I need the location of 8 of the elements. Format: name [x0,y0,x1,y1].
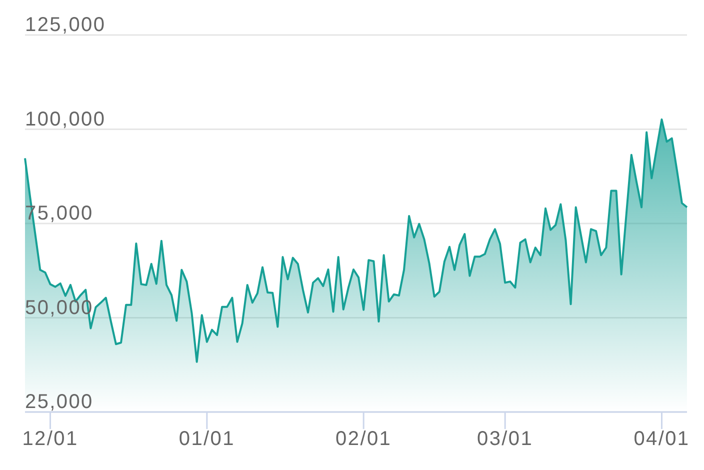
y-tick-label: 100,000 [25,108,106,130]
x-tick-label: 01/01 [178,428,235,450]
x-tick-label: 04/01 [634,428,690,450]
x-tick-label: 03/01 [477,428,534,450]
y-tick-label: 25,000 [25,391,94,413]
x-tick-label: 02/01 [336,428,392,450]
y-tick-label: 125,000 [25,14,106,36]
x-tick-label: 12/01 [22,428,78,450]
